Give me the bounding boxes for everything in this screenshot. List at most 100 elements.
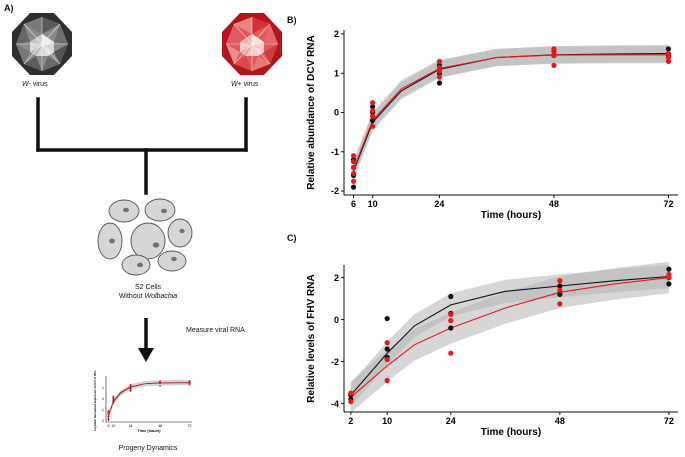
data-point xyxy=(665,54,672,61)
panel-c-label: C) xyxy=(287,233,297,243)
y-tick-label: -4 xyxy=(331,399,339,409)
x-tick-label: 48 xyxy=(555,416,565,426)
data-point xyxy=(557,291,563,297)
fit-line-black xyxy=(352,53,669,172)
data-point xyxy=(436,80,443,86)
data-point xyxy=(350,184,357,190)
data-point xyxy=(350,159,357,165)
x-tick-label: 72 xyxy=(664,416,674,426)
data-point xyxy=(370,107,376,114)
fhv-rna-chart: 2 10 24 48 72 -4 -2 0 2 Time (hours) Relative leve… xyxy=(306,261,678,438)
data-point xyxy=(666,281,672,287)
thumb-y-tick-label: 0 xyxy=(102,397,104,401)
data-point xyxy=(448,293,454,300)
data-point xyxy=(370,113,376,120)
dcv-rna-chart: 6 10 24 48 72 -2 -1 0 1 2 Time (hours) Relative abu… xyxy=(306,29,678,221)
y-tick-label: 0 xyxy=(334,315,339,325)
x-tick-label: 72 xyxy=(663,199,673,209)
thumb-point xyxy=(107,413,110,416)
data-point xyxy=(665,50,672,57)
fit-line-black xyxy=(350,275,669,396)
panel-a-label: A) xyxy=(4,3,14,13)
down-arrow-icon xyxy=(138,318,154,362)
data-point xyxy=(448,350,454,356)
thumb-point xyxy=(112,399,115,401)
thumb-point xyxy=(107,415,110,417)
x-tick-label: 24 xyxy=(446,416,456,426)
data-point xyxy=(384,346,390,352)
data-point xyxy=(348,398,354,405)
thumb-x-axis-label: Time (hours) xyxy=(138,429,162,433)
y-tick-label: -1 xyxy=(331,147,339,157)
data-point xyxy=(665,58,672,65)
data-point xyxy=(370,100,376,106)
thumb-fit-red xyxy=(108,382,190,416)
s2-cells-line2: Without Wolbachia xyxy=(118,293,178,300)
data-point xyxy=(551,62,557,68)
data-point xyxy=(436,64,443,70)
thumb-point xyxy=(107,417,110,420)
x-tick-label: 2 xyxy=(348,416,353,426)
data-point xyxy=(551,46,557,52)
thumb-y-tick-label: 1 xyxy=(102,386,104,390)
thumb-point xyxy=(107,418,110,421)
confidence-band xyxy=(353,46,669,179)
progeny-dynamics-label: Progeny Dynamics xyxy=(118,445,178,452)
data-point xyxy=(370,123,376,129)
thumb-x-tick-label: 6 xyxy=(107,424,109,428)
thumb-x-tick-label: 72 xyxy=(188,424,192,428)
thumb-band xyxy=(108,379,190,419)
s2-cells-label: S2 Cells Without Wolbachia xyxy=(96,283,200,301)
thumb-point xyxy=(159,380,161,383)
x-tick-label: 48 xyxy=(549,199,559,209)
fit-line-red xyxy=(350,277,669,398)
thumb-point xyxy=(159,384,161,387)
data-point xyxy=(448,311,454,317)
data-point xyxy=(384,377,390,384)
x-tick-label: 10 xyxy=(382,416,392,426)
data-point xyxy=(350,170,357,176)
x-tick-label: 24 xyxy=(434,199,444,209)
x-axis-label: Time (hours) xyxy=(481,210,541,221)
x-tick-label: 10 xyxy=(368,199,378,209)
data-point xyxy=(436,58,443,65)
data-point xyxy=(370,104,376,110)
data-point xyxy=(666,275,672,281)
thumb-y-axis-label: Log Mean Normalised Expression of DCV to… xyxy=(93,370,97,431)
thumb-point xyxy=(129,385,132,388)
w-minus-virus-icon xyxy=(12,13,72,75)
data-point xyxy=(551,52,557,59)
data-point xyxy=(557,283,563,289)
measure-viral-rna-label: Measure viral RNA xyxy=(186,327,245,334)
thumb-y-tick-label: -2 xyxy=(101,419,104,423)
panel-b-label: B) xyxy=(287,15,297,25)
y-tick-label: 1 xyxy=(334,68,339,78)
thumb-point xyxy=(188,381,191,384)
w-plus-virus-label: W+ virus xyxy=(231,81,259,88)
data-point xyxy=(665,46,672,52)
y-tick-label: 2 xyxy=(334,29,339,39)
fit-line-red xyxy=(352,54,669,170)
data-point xyxy=(350,153,357,159)
data-point xyxy=(350,178,357,184)
data-point xyxy=(348,390,354,396)
thumb-point xyxy=(107,410,110,412)
data-point xyxy=(557,287,563,293)
thumb-x-tick-label: 10 xyxy=(111,424,115,428)
s2-cells-illustration xyxy=(97,198,193,276)
w-minus-virus-label: W- virus xyxy=(22,81,48,88)
data-point xyxy=(448,325,454,331)
data-point xyxy=(557,278,563,284)
thumb-point xyxy=(129,388,132,391)
data-point xyxy=(384,340,390,346)
data-point xyxy=(370,117,376,123)
thumb-fit-black xyxy=(108,382,190,416)
data-point xyxy=(557,301,563,307)
data-point xyxy=(448,318,454,324)
thumb-point xyxy=(107,411,110,414)
x-tick-label: 6 xyxy=(351,199,356,209)
data-point xyxy=(666,266,672,272)
thumb-point xyxy=(188,380,191,383)
s2-cells-line1: S2 Cells xyxy=(134,284,162,291)
